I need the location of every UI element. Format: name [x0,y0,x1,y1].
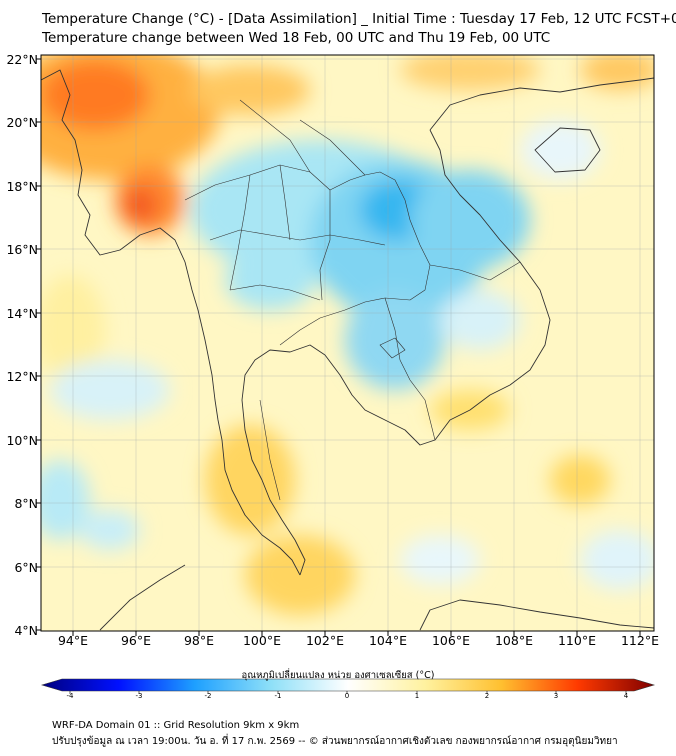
colorbar-tick: 0 [344,692,350,700]
borders [184,99,521,501]
colorbar-tick: 4 [623,692,629,700]
lat-label: 22°N [6,52,38,67]
colorbar-tick: -1 [274,692,282,700]
colorbar-tick: 3 [553,692,559,700]
lon-label: 98°E [183,633,215,648]
map-frame [40,54,655,632]
lon-label: 96°E [120,633,152,648]
colorbar-tick: 1 [414,692,420,700]
lat-label: 16°N [6,242,38,257]
map-title: Temperature Change (°C) - [Data Assimila… [42,11,676,27]
lon-label: 100°E [242,633,281,648]
lat-label: 8°N [14,496,38,511]
update-info: ปรับปรุงข้อมูล ณ เวลา 19:00น. วัน อ. ที่… [52,736,618,747]
lat-label: 10°N [6,433,38,448]
colorbar-tick: 2 [484,692,490,700]
lat-label: 14°N [6,306,38,321]
colorbar-tick: -2 [204,692,212,700]
lat-label: 6°N [14,560,38,575]
lon-label: 102°E [305,633,344,648]
lat-label: 20°N [6,115,38,130]
lon-label: 94°E [57,633,89,648]
lat-label: 12°N [6,369,38,384]
colorbar-tick: -3 [135,692,143,700]
temperature-field [41,55,654,631]
lat-label: 4°N [14,623,38,638]
map-subtitle: Temperature change between Wed 18 Feb, 0… [42,30,551,46]
lon-label: 108°E [494,633,533,648]
lon-label: 106°E [431,633,470,648]
lon-label: 112°E [620,633,659,648]
colorbar [40,678,656,694]
lat-label: 18°N [6,179,38,194]
model-info: WRF-DA Domain 01 :: Grid Resolution 9km … [52,720,300,731]
colorbar-title: อุณหภูมิเปลี่ยนแปลง หน่วย องศาเซลเซียส (… [241,670,435,681]
graticule [41,55,654,631]
axis-ticks [36,58,641,636]
lon-label: 110°E [557,633,596,648]
colorbar-tick: -4 [66,692,74,700]
lon-label: 104°E [368,633,407,648]
